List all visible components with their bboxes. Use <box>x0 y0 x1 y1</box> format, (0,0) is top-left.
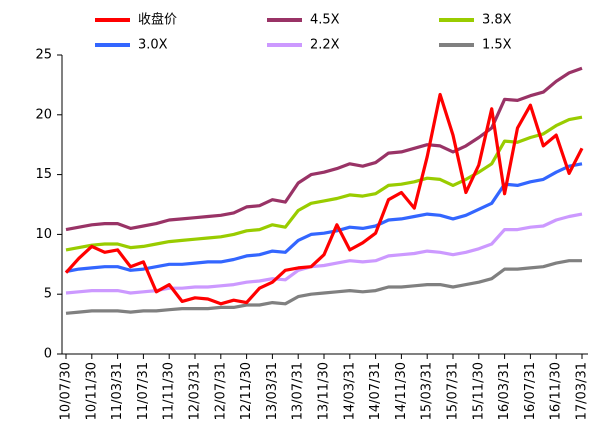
series-line <box>65 259 582 315</box>
x-tick-label: 15/11/30 <box>471 362 486 420</box>
x-tick-label: 12/07/31 <box>213 362 228 420</box>
legend-label: 3.0X <box>138 38 168 53</box>
x-tick-label: 14/07/31 <box>368 362 383 420</box>
x-tick-label: 13/11/30 <box>317 362 332 420</box>
series-line <box>65 66 583 232</box>
x-tick-label: 11/03/31 <box>110 362 125 420</box>
x-tick-label: 11/07/31 <box>136 362 151 420</box>
series-line <box>65 212 583 295</box>
y-tick-label: 5 <box>44 287 52 302</box>
series-line <box>65 162 583 274</box>
x-tick-label: 10/07/30 <box>59 362 74 420</box>
x-tick-label: 14/11/30 <box>394 362 409 420</box>
y-tick-label: 20 <box>35 107 52 122</box>
x-tick-label: 13/03/31 <box>265 362 280 420</box>
x-tick-label: 11/11/30 <box>162 362 177 420</box>
legend-label: 2.2X <box>310 38 340 53</box>
x-tick-label: 16/07/31 <box>523 362 538 420</box>
series-line <box>65 115 583 252</box>
x-tick-label: 12/03/31 <box>188 362 203 420</box>
x-tick-label: 15/03/31 <box>420 362 435 420</box>
y-tick-label: 10 <box>35 227 52 242</box>
x-tick-label: 15/07/31 <box>446 362 461 420</box>
y-tick-label: 25 <box>35 48 52 63</box>
y-tick-label: 0 <box>44 347 52 362</box>
y-tick-label: 15 <box>35 167 52 182</box>
legend-label: 4.5X <box>310 13 340 28</box>
legend-label: 1.5X <box>482 38 512 53</box>
series-line <box>64 92 584 306</box>
x-tick-label: 16/03/31 <box>497 362 512 420</box>
legend-label: 3.8X <box>482 13 512 28</box>
x-tick-label: 10/11/30 <box>84 362 99 420</box>
x-tick-label: 17/03/31 <box>575 362 590 420</box>
x-tick-label: 14/03/31 <box>342 362 357 420</box>
legend-label: 收盘价 <box>138 12 177 28</box>
x-tick-label: 16/11/30 <box>549 362 564 420</box>
x-tick-label: 12/11/30 <box>239 362 254 420</box>
x-tick-label: 13/07/31 <box>291 362 306 420</box>
